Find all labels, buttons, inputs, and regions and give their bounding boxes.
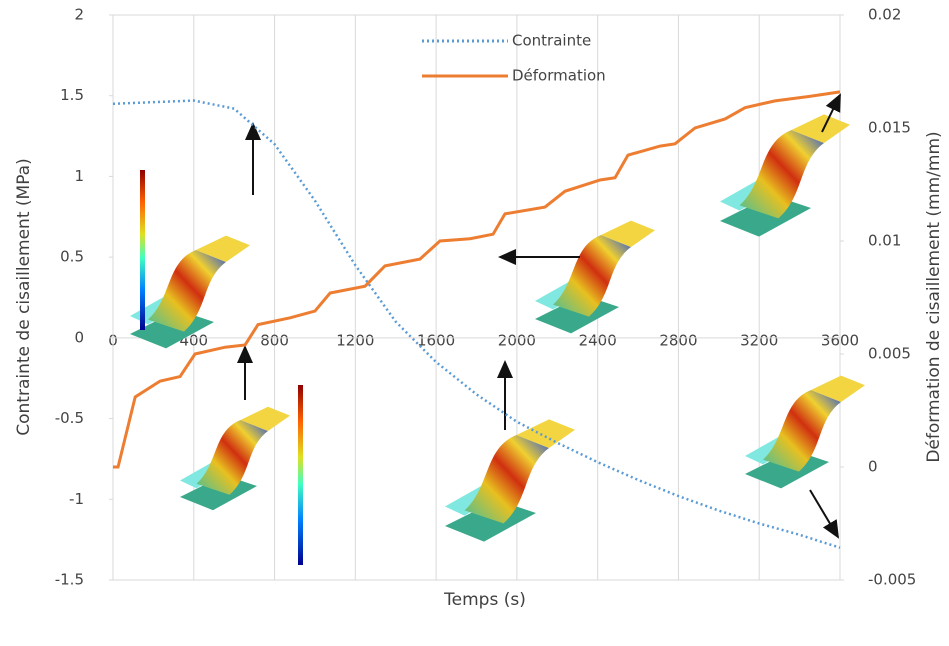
x-tick-label: 2400 bbox=[579, 331, 617, 349]
y-tick-label: 2 bbox=[74, 6, 84, 24]
y-axis-title: Contrainte de cisaillement (MPa) bbox=[14, 158, 34, 435]
series bbox=[112, 90, 841, 549]
y-tick-label: 1.5 bbox=[60, 86, 84, 104]
legend-label: Contrainte bbox=[512, 32, 591, 50]
y2-tick-label: 0 bbox=[868, 458, 878, 476]
y-tick-label: 0 bbox=[74, 328, 84, 346]
y2-tick-label: 0.005 bbox=[868, 345, 911, 363]
y2-tick-label: 0.015 bbox=[868, 119, 911, 137]
x-axis-title: Temps (s) bbox=[443, 590, 526, 610]
y-tick-label: -1.5 bbox=[55, 571, 84, 589]
x-tick-label: 800 bbox=[260, 331, 289, 349]
x-tick-label: 1600 bbox=[417, 331, 455, 349]
y2-axis-title: Déformation de cisaillement (mm/mm) bbox=[924, 131, 944, 462]
y-tick-label: -0.5 bbox=[55, 409, 84, 427]
legend-label: Déformation bbox=[512, 67, 606, 85]
y2-tick-label: 0.01 bbox=[868, 232, 901, 250]
y-tick-label: 1 bbox=[74, 167, 84, 185]
y2-tick-label: -0.005 bbox=[868, 571, 916, 589]
plot-frame bbox=[112, 14, 841, 581]
y-tick-label: -1 bbox=[69, 490, 84, 508]
x-tick-label: 3200 bbox=[740, 331, 778, 349]
y-tick-label: 0.5 bbox=[60, 248, 84, 266]
x-tick-label: 2000 bbox=[498, 331, 536, 349]
series-line bbox=[113, 90, 841, 469]
x-tick-label: 1200 bbox=[336, 331, 374, 349]
legend: Contrainte Déformation bbox=[422, 32, 606, 85]
insets bbox=[130, 93, 865, 565]
y2-tick-label: 0.02 bbox=[868, 6, 901, 24]
x-tick-label: 2800 bbox=[659, 331, 697, 349]
